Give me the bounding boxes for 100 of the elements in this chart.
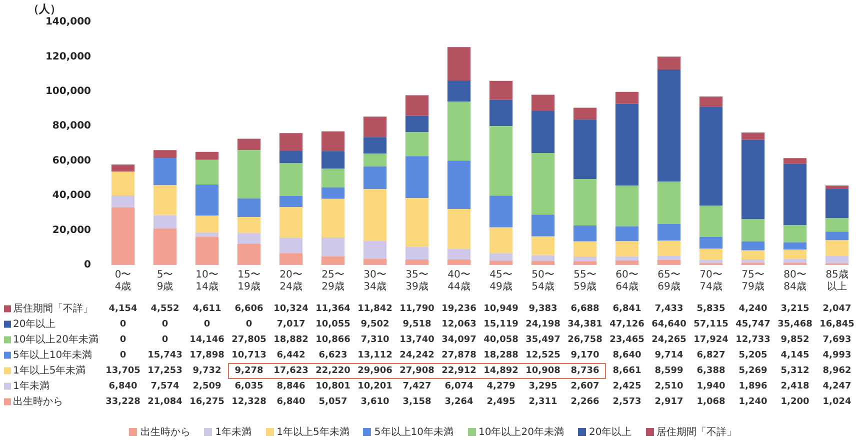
bar (111, 164, 135, 172)
bar (825, 189, 849, 218)
data-label: 27,878 (442, 350, 476, 361)
data-label: 10,055 (316, 320, 350, 330)
bar (279, 196, 303, 208)
data-label: 4,240 (738, 304, 768, 314)
data-label: 11,364 (316, 304, 350, 314)
data-label: 9,170 (570, 350, 600, 361)
data-label: 14,146 (190, 335, 224, 346)
bar (741, 140, 765, 220)
bar (531, 214, 555, 236)
data-label: 34,097 (442, 335, 476, 346)
data-label: 6,442 (276, 350, 306, 361)
data-label: 4,154 (108, 304, 138, 314)
legend-label: 1年以上5年未満 (13, 364, 86, 376)
data-label: 0 (162, 320, 168, 330)
data-label: 7,693 (822, 335, 852, 346)
x-tick-label: 30〜34歳 (364, 270, 386, 293)
data-label: 15,119 (484, 320, 518, 330)
bar (447, 101, 471, 161)
data-label: 3,264 (444, 397, 474, 408)
data-label: 10,201 (358, 382, 392, 392)
data-label: 22,220 (316, 366, 350, 376)
legend-label: 1年未満 (13, 380, 50, 392)
text: 1年以上5年未満 (276, 427, 350, 438)
x-tick-label: 60〜64歳 (616, 270, 638, 293)
y-axis-title: （人） (28, 2, 61, 16)
bar (657, 56, 681, 70)
data-label: 6,827 (696, 350, 726, 361)
bar (657, 260, 681, 265)
data-label: 12,328 (232, 397, 266, 408)
data-label: 14,892 (484, 366, 518, 376)
x-tick-label: 35〜39歳 (406, 270, 428, 293)
legend-label: 居住期間「不詳」 (13, 302, 93, 314)
text: 10年以上20年未満 (478, 427, 564, 438)
x-tick-label: 70〜74歳 (700, 270, 722, 293)
bar (531, 255, 555, 261)
legend-label: 出生時から (13, 395, 63, 408)
data-label: 16,845 (820, 320, 854, 330)
data-label: 16,275 (190, 397, 224, 408)
bar (531, 110, 555, 153)
bar (615, 260, 639, 265)
data-label: 8,846 (276, 382, 306, 392)
data-label: 17,253 (148, 366, 182, 376)
bar (363, 116, 387, 138)
data-label: 0 (120, 335, 126, 346)
bar (279, 253, 303, 265)
data-label: 64,640 (652, 320, 686, 330)
bar (195, 232, 219, 237)
data-label: 2,510 (654, 382, 684, 392)
bar (279, 238, 303, 254)
bar (237, 244, 261, 265)
bar (153, 228, 177, 265)
data-label: 9,518 (402, 320, 432, 330)
data-label: 35,468 (778, 320, 812, 330)
data-label: 22,912 (442, 366, 476, 376)
bar (531, 236, 555, 256)
data-label: 10,801 (316, 382, 350, 392)
data-label: 10,908 (526, 366, 560, 376)
legend-label: 5年以上10年未満 (13, 348, 92, 361)
data-label: 2,917 (654, 397, 684, 408)
bar (279, 207, 303, 238)
data-label: 12,063 (442, 320, 476, 330)
bar (447, 209, 471, 249)
bar (363, 166, 387, 190)
data-label: 27,805 (232, 335, 266, 346)
bar (783, 225, 807, 242)
bar (657, 256, 681, 260)
data-label: 6,035 (234, 382, 264, 392)
data-label: 26,758 (568, 335, 602, 346)
bar (153, 185, 177, 216)
data-label: 4,279 (486, 382, 516, 392)
data-label: 21,084 (148, 397, 182, 408)
data-label: 11,842 (358, 304, 392, 314)
bar (741, 260, 765, 263)
data-label: 4,552 (150, 304, 180, 314)
text: 1年未満 (215, 427, 252, 438)
x-tick-label: 80〜84歳 (784, 270, 806, 293)
data-label: 5,269 (738, 366, 768, 376)
data-label: 24,242 (400, 350, 434, 361)
bar (783, 164, 807, 226)
data-label: 6,688 (570, 304, 600, 314)
data-label: 47,126 (610, 320, 644, 330)
data-label: 24,265 (652, 335, 686, 346)
bar (573, 225, 597, 242)
bar (573, 261, 597, 265)
data-label: 10,866 (316, 335, 350, 346)
data-label: 13,740 (400, 335, 434, 346)
data-label: 8,736 (570, 366, 600, 376)
data-label: 5,835 (696, 304, 726, 314)
y-tick-label: 140,000 (45, 16, 92, 28)
data-label: 8,661 (612, 366, 642, 376)
x-tick-label: 55〜59歳 (574, 270, 596, 293)
data-label: 2,418 (780, 382, 810, 392)
legend-label: 20年以上 (588, 426, 632, 439)
bar (237, 233, 261, 244)
data-label: 8,599 (654, 366, 684, 376)
bar (489, 126, 513, 196)
bar (825, 240, 849, 256)
bar (321, 256, 345, 265)
